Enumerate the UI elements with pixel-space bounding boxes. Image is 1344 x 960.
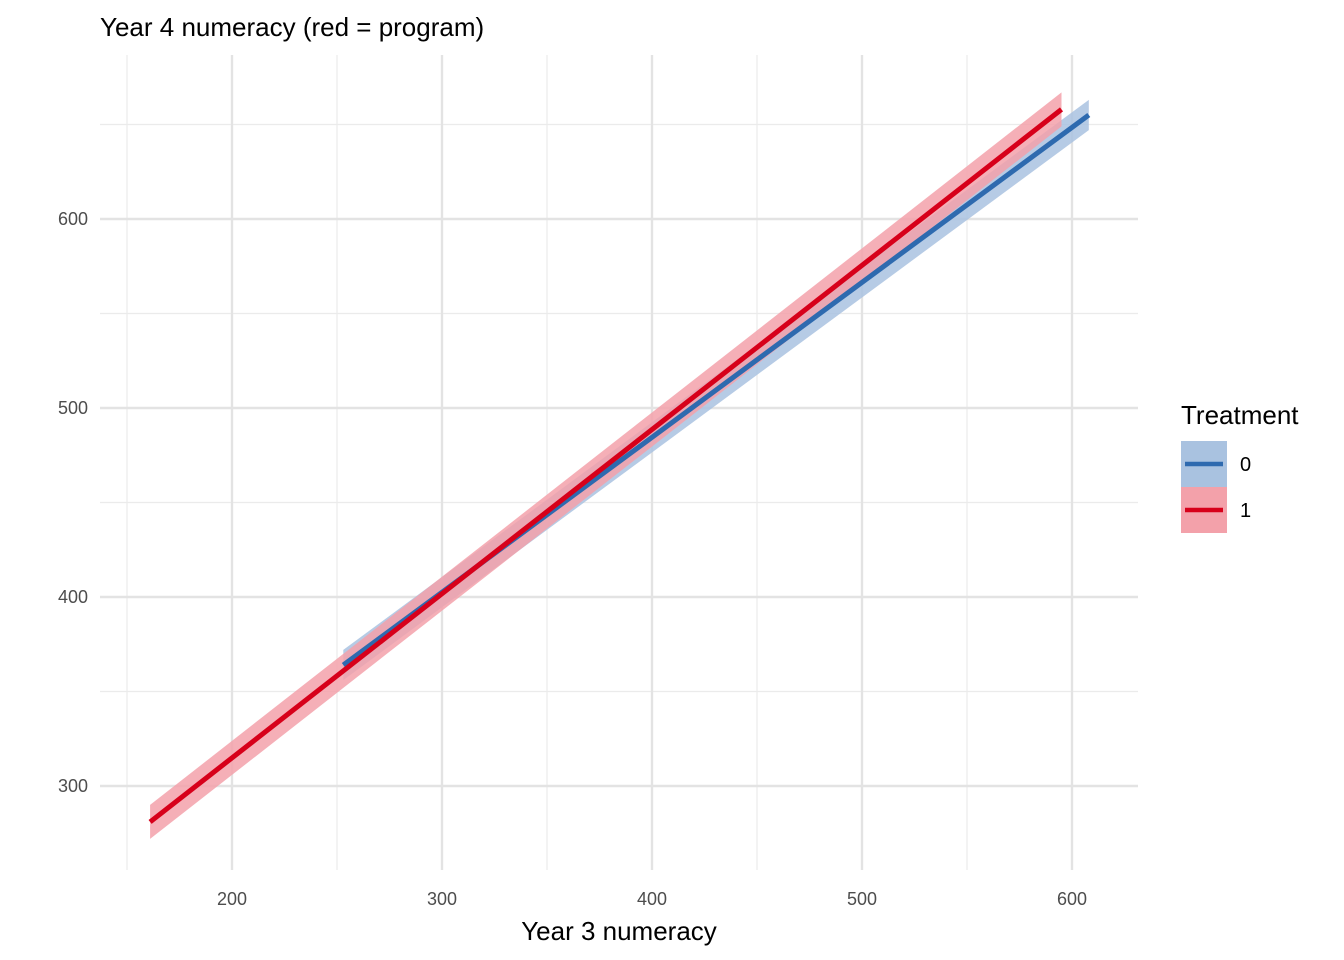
legend-title: Treatment	[1181, 400, 1299, 430]
x-tick-label: 600	[1057, 889, 1087, 909]
y-tick-label: 300	[58, 776, 88, 796]
x-tick-label: 400	[637, 889, 667, 909]
legend: Treatment 0 1	[1181, 400, 1299, 533]
y-tick-label: 400	[58, 587, 88, 607]
legend-label-0: 0	[1240, 454, 1251, 476]
y-axis-ticks: 300 400 500 600	[58, 209, 88, 796]
y-tick-label: 600	[58, 209, 88, 229]
regression-line-series-1	[148, 107, 1064, 824]
y-tick-label: 500	[58, 398, 88, 418]
x-axis-title: Year 3 numeracy	[521, 916, 717, 946]
regression-lines	[148, 107, 1091, 824]
x-tick-label: 300	[427, 889, 457, 909]
x-tick-label: 500	[847, 889, 877, 909]
x-axis-ticks: 200 300 400 500 600	[217, 889, 1087, 909]
confidence-bands	[150, 92, 1089, 839]
chart-title: Year 4 numeracy (red = program)	[100, 12, 484, 42]
legend-label-1: 1	[1240, 500, 1251, 522]
x-tick-label: 200	[217, 889, 247, 909]
plot-grid	[100, 55, 1138, 870]
